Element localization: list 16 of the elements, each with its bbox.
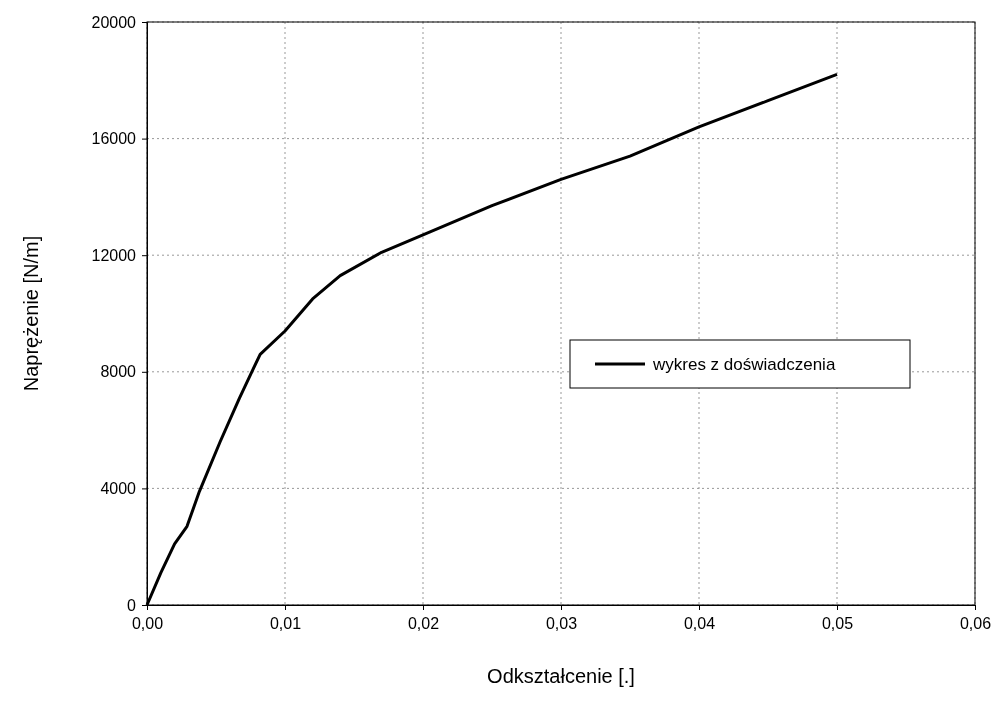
y-tick-label: 20000 xyxy=(91,13,137,31)
y-tick-label: 8000 xyxy=(100,363,137,381)
legend-label: wykres z doświadczenia xyxy=(652,355,836,374)
x-tick-label: 0,01 xyxy=(269,615,302,633)
y-axis-title: Naprężenie [N/m] xyxy=(20,235,42,392)
x-tick-label: 0,03 xyxy=(545,615,578,633)
x-axis-title: Odkształcenie [.] xyxy=(487,665,635,687)
x-tick-label: 0,00 xyxy=(131,615,164,633)
x-tick-label: 0,04 xyxy=(683,615,716,633)
y-tick-label: 4000 xyxy=(100,480,137,498)
y-tick-label: 12000 xyxy=(91,246,137,264)
y-tick-label: 16000 xyxy=(91,130,137,148)
x-tick-label: 0,05 xyxy=(821,615,854,633)
x-tick-label: 0,02 xyxy=(407,615,440,633)
y-tick-label: 0 xyxy=(127,596,137,614)
x-tick-label: 0,06 xyxy=(959,615,992,633)
